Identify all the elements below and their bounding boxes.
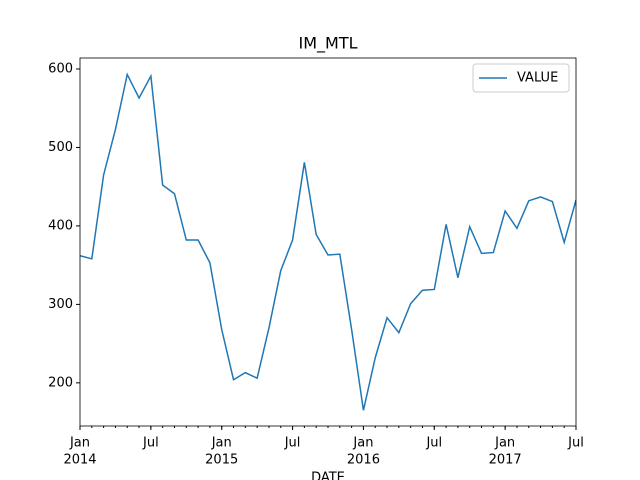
x-tick-label: Jul	[567, 436, 584, 451]
x-tick-label: Jan	[211, 436, 232, 451]
y-tick-label: 600	[48, 61, 73, 76]
x-tick-label: Jul	[284, 436, 301, 451]
y-tick-label: 200	[48, 375, 73, 390]
x-tick-label: Jan	[494, 436, 515, 451]
x-tick-year: 2016	[347, 453, 380, 468]
x-tick-year: 2015	[205, 453, 238, 468]
y-tick-label: 500	[48, 140, 73, 155]
x-tick-label: Jan	[352, 436, 373, 451]
legend-label: VALUE	[517, 71, 558, 86]
chart-title: IM_MTL	[298, 34, 357, 54]
x-tick-year: 2017	[489, 453, 522, 468]
y-tick-label: 300	[48, 297, 73, 312]
data-line	[80, 72, 576, 411]
y-tick-label: 400	[48, 218, 73, 233]
legend-box	[472, 63, 570, 93]
x-tick-label: Jan	[69, 436, 90, 451]
plot-frame	[79, 57, 577, 427]
x-tick-label: Jul	[142, 436, 159, 451]
x-tick-label: Jul	[425, 436, 442, 451]
x-axis-label: DATE	[311, 471, 345, 480]
x-tick-year: 2014	[63, 453, 96, 468]
